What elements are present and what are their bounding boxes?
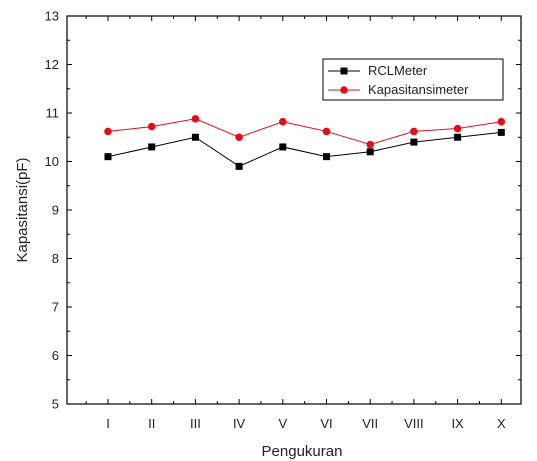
y-tick-label: 13: [45, 9, 59, 24]
point-rclmeter: [235, 162, 243, 170]
point-rclmeter: [410, 138, 418, 146]
y-axis-title: Kapasitansi(pF): [14, 157, 31, 262]
y-tick-label: 12: [45, 57, 59, 72]
y-tick-label: 10: [45, 154, 59, 169]
point-kapasitansimeter: [147, 122, 156, 131]
y-tick-label: 6: [52, 348, 59, 363]
point-kapasitansimeter: [497, 117, 506, 126]
legend-marker-rclmeter: [340, 67, 348, 75]
point-kapasitansimeter: [279, 117, 287, 126]
y-tick-label: 5: [52, 397, 59, 412]
series-line-rclmeter: [107, 131, 502, 167]
series-line-kapasitansimeter: [107, 118, 502, 146]
y-axis-ticks: 5 6 7 8 9 10 11 12 13: [45, 9, 521, 412]
point-kapasitansimeter: [235, 133, 243, 142]
y-tick-label: 8: [52, 251, 59, 266]
x-tick-label: IX: [451, 416, 464, 431]
legend-label-rclmeter: RCLMeter: [368, 63, 428, 78]
x-tick-label: VII: [362, 416, 378, 431]
point-kapasitansimeter: [453, 124, 462, 133]
point-rclmeter: [323, 153, 330, 161]
y-tick-label: 11: [46, 106, 60, 121]
y-tick-label: 7: [52, 300, 59, 315]
x-tick-label: V: [278, 416, 287, 431]
x-axis-title: Pengukuran: [262, 443, 343, 460]
x-tick-label: I: [106, 416, 110, 431]
point-rclmeter: [497, 128, 505, 136]
x-axis-ticks: I II III IV V VI VII VIII IX X: [85, 16, 506, 431]
legend-label-kapasitansimeter: Kapasitansimeter: [368, 82, 469, 97]
point-rclmeter: [454, 133, 462, 141]
point-kapasitansimeter: [104, 127, 112, 136]
x-tick-label: VI: [320, 416, 332, 431]
x-tick-label: II: [148, 416, 155, 431]
point-rclmeter: [104, 153, 112, 161]
point-rclmeter: [366, 148, 374, 156]
x-tick-label: IV: [233, 416, 246, 431]
point-kapasitansimeter: [322, 127, 331, 136]
point-kapasitansimeter: [410, 127, 418, 136]
point-rclmeter: [279, 143, 287, 151]
point-kapasitansimeter: [191, 115, 200, 123]
x-tick-label: III: [190, 416, 201, 431]
x-tick-label: VIII: [404, 416, 424, 431]
x-tick-label: X: [497, 416, 506, 431]
point-rclmeter: [191, 133, 199, 141]
y-tick-label: 9: [52, 203, 59, 218]
legend: RCLMeter Kapasitansimeter: [322, 58, 504, 101]
legend-box: [322, 58, 504, 101]
series-layer: [104, 115, 506, 170]
point-rclmeter: [148, 143, 156, 151]
legend-marker-kapasitansimeter: [340, 86, 348, 94]
point-kapasitansimeter: [366, 140, 375, 149]
